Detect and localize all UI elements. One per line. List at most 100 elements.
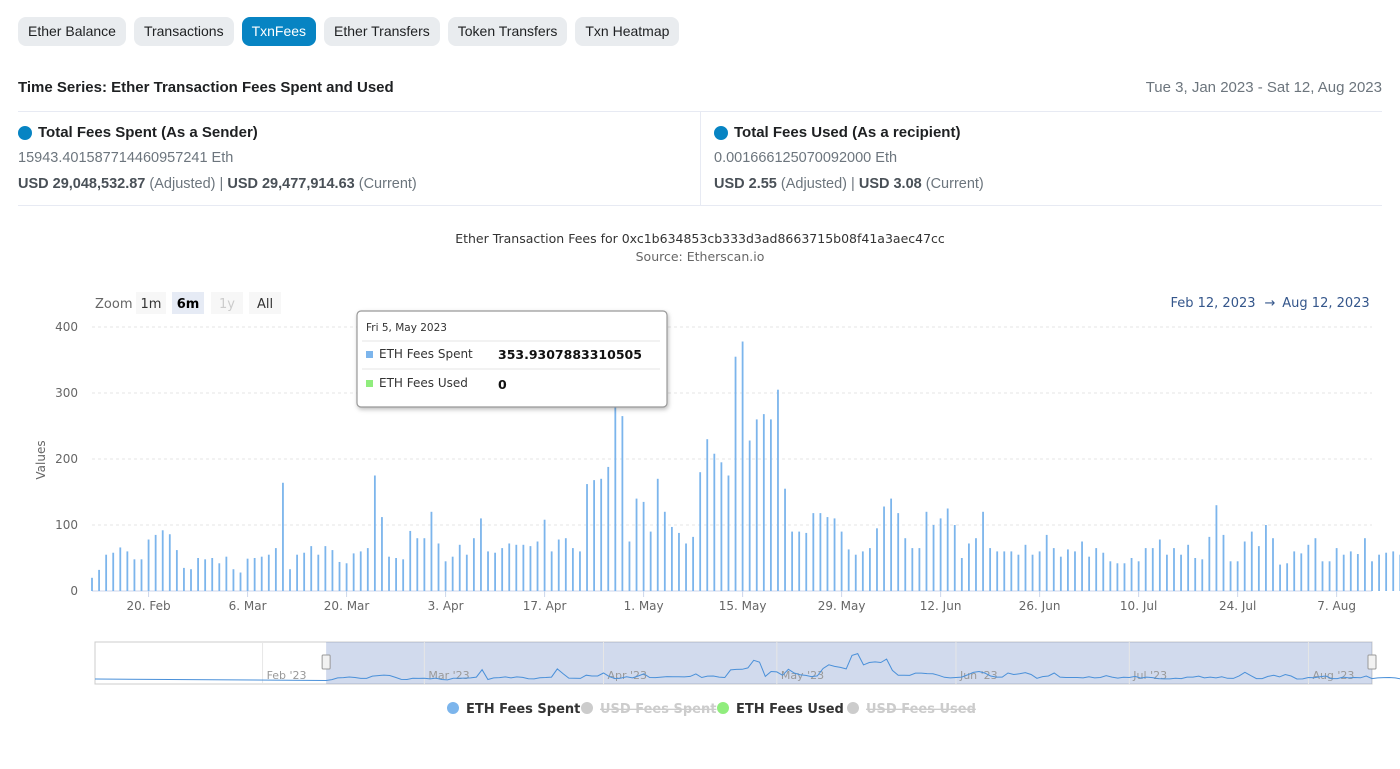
bar-eth-fees-spent[interactable] [968,543,970,591]
range-to-input[interactable]: Aug 12, 2023 [1282,296,1369,311]
bar-eth-fees-spent[interactable] [918,548,921,591]
bar-eth-fees-spent[interactable] [472,538,475,591]
bar-eth-fees-spent[interactable] [267,554,270,591]
bar-eth-fees-spent[interactable] [98,569,100,591]
bar-eth-fees-spent[interactable] [939,518,942,591]
bar-eth-fees-spent[interactable] [727,475,730,592]
bar-eth-fees-spent[interactable] [1130,558,1133,591]
bar-eth-fees-spent[interactable] [805,532,808,591]
bar-eth-fees-spent[interactable] [359,551,362,591]
bar-eth-fees-spent[interactable] [1236,561,1239,591]
bar-eth-fees-spent[interactable] [628,541,631,592]
bar-eth-fees-spent[interactable] [762,414,765,591]
bar-eth-fees-spent[interactable] [1385,552,1388,591]
bar-eth-fees-spent[interactable] [614,399,617,591]
bar-eth-fees-spent[interactable] [819,513,822,591]
bar-eth-fees-spent[interactable] [366,548,369,591]
bar-eth-fees-spent[interactable] [119,547,122,591]
bar-eth-fees-spent[interactable] [1151,548,1154,591]
bar-eth-fees-spent[interactable] [720,462,723,591]
bar-eth-fees-spent[interactable] [897,513,900,591]
bar-eth-fees-spent[interactable] [458,544,461,591]
navigator-handle-right[interactable] [1367,654,1377,670]
bar-eth-fees-spent[interactable] [812,513,815,591]
bar-eth-fees-spent[interactable] [133,559,136,591]
bar-eth-fees-spent[interactable] [1286,563,1289,591]
bar-eth-fees-spent[interactable] [373,475,376,592]
bar-eth-fees-spent[interactable] [437,543,440,591]
bar-eth-fees-spent[interactable] [1180,554,1182,591]
bar-eth-fees-spent[interactable] [748,440,751,591]
bar-eth-fees-spent[interactable] [522,544,525,591]
bar-eth-fees-spent[interactable] [550,551,553,591]
bar-eth-fees-spent[interactable] [1067,549,1069,591]
bar-eth-fees-spent[interactable] [218,563,221,591]
bar-eth-fees-spent[interactable] [274,548,277,591]
bar-eth-fees-spent[interactable] [904,538,907,591]
bar-eth-fees-spent[interactable] [621,416,624,591]
bar-eth-fees-spent[interactable] [1392,551,1395,591]
bar-eth-fees-spent[interactable] [670,526,673,591]
bar-eth-fees-spent[interactable] [1272,538,1274,591]
bar-eth-fees-spent[interactable] [1123,563,1126,591]
bar-eth-fees-spent[interactable] [607,466,610,591]
bar-eth-fees-spent[interactable] [260,556,263,591]
bar-eth-fees-spent[interactable] [1137,561,1140,591]
bar-eth-fees-spent[interactable] [331,550,334,591]
bar-eth-fees-spent[interactable] [515,544,518,591]
bar-eth-fees-spent[interactable] [1102,552,1105,591]
bar-eth-fees-spent[interactable] [769,419,772,591]
bar-eth-fees-spent[interactable] [529,546,532,591]
bar-eth-fees-spent[interactable] [1017,554,1020,591]
legend-item-eth-fees-used[interactable]: ETH Fees Used [717,702,844,717]
bar-eth-fees-spent[interactable] [303,552,306,591]
tab-txnfees[interactable]: TxnFees [241,17,317,46]
bar-eth-fees-spent[interactable] [586,484,588,591]
bar-eth-fees-spent[interactable] [501,548,504,591]
bar-eth-fees-spent[interactable] [168,534,171,591]
zoom-6m-button[interactable] [172,292,204,314]
bar-eth-fees-spent[interactable] [465,554,468,591]
navigator-handle-left[interactable] [321,654,331,670]
bar-eth-fees-spent[interactable] [1208,536,1211,591]
bar-eth-fees-spent[interactable] [1222,534,1225,591]
bar-eth-fees-spent[interactable] [536,541,539,592]
bar-eth-fees-spent[interactable] [1243,541,1246,592]
bar-eth-fees-spent[interactable] [996,551,999,591]
bar-eth-fees-spent[interactable] [147,539,150,591]
bar-eth-fees-spent[interactable] [890,498,893,591]
bar-eth-fees-spent[interactable] [755,419,758,591]
bar-eth-fees-spent[interactable] [777,389,779,591]
tab-ether-balance[interactable]: Ether Balance [18,17,126,46]
bar-eth-fees-spent[interactable] [699,472,702,591]
bar-eth-fees-spent[interactable] [869,548,871,591]
bar-eth-fees-spent[interactable] [593,480,595,591]
bar-eth-fees-spent[interactable] [1003,551,1006,591]
bar-eth-fees-spent[interactable] [854,554,857,591]
bar-eth-fees-spent[interactable] [600,478,603,591]
bar-eth-fees-spent[interactable] [833,518,836,591]
bar-eth-fees-spent[interactable] [649,531,652,591]
bar-eth-fees-spent[interactable] [557,539,560,591]
tab-token-transfers[interactable]: Token Transfers [447,17,568,46]
bar-eth-fees-spent[interactable] [161,530,164,591]
bar-eth-fees-spent[interactable] [1229,561,1232,591]
bar-eth-fees-spent[interactable] [1052,548,1055,591]
bar-eth-fees-spent[interactable] [1194,558,1197,591]
bar-eth-fees-spent[interactable] [840,531,843,591]
bar-eth-fees-spent[interactable] [656,478,659,591]
bar-eth-fees-spent[interactable] [246,558,249,591]
bar-eth-fees-spent[interactable] [225,556,228,591]
bar-eth-fees-spent[interactable] [635,498,638,591]
bar-eth-fees-spent[interactable] [487,551,489,591]
bar-eth-fees-spent[interactable] [154,534,157,591]
bar-eth-fees-spent[interactable] [579,551,581,591]
bar-eth-fees-spent[interactable] [663,511,666,591]
bar-eth-fees-spent[interactable] [381,517,383,591]
bar-eth-fees-spent[interactable] [239,572,242,591]
bar-eth-fees-spent[interactable] [444,561,447,591]
bar-eth-fees-spent[interactable] [1116,563,1119,591]
bar-eth-fees-spent[interactable] [1187,544,1190,591]
legend-item-eth-fees-spent[interactable]: ETH Fees Spent [447,702,580,717]
bar-eth-fees-spent[interactable] [388,556,390,591]
